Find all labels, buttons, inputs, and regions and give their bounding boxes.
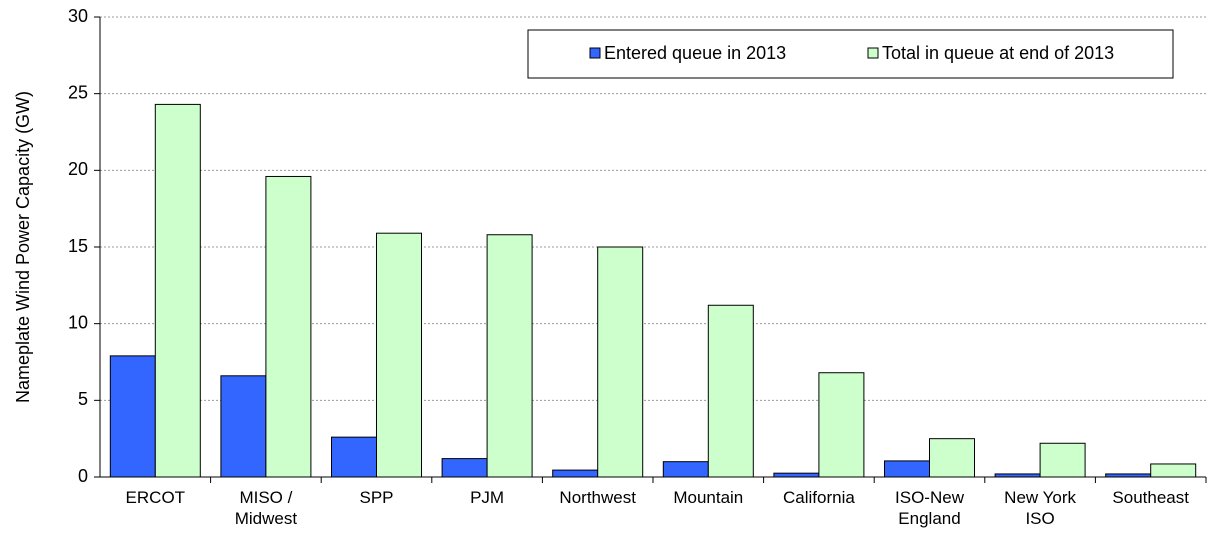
bar bbox=[552, 469, 599, 478]
legend-label: Total in queue at end of 2013 bbox=[882, 43, 1114, 63]
x-tick-label: MISO / Midwest bbox=[234, 488, 298, 528]
bar bbox=[109, 355, 156, 478]
bar bbox=[773, 472, 820, 478]
bar bbox=[376, 232, 422, 478]
y-axis-label: Nameplate Wind Power Capacity (GW) bbox=[13, 91, 33, 403]
x-tick-label: Northwest bbox=[559, 488, 636, 507]
bar bbox=[662, 461, 709, 478]
bar bbox=[818, 372, 865, 478]
bar bbox=[929, 438, 975, 478]
bar bbox=[331, 436, 377, 478]
bar bbox=[441, 458, 488, 478]
legend-swatch bbox=[589, 47, 601, 59]
bar bbox=[597, 246, 644, 478]
x-tick-label: Southeast bbox=[1112, 488, 1189, 507]
y-tick-label: 10 bbox=[68, 312, 88, 332]
bar bbox=[265, 175, 312, 478]
legend-label: Entered queue in 2013 bbox=[604, 43, 786, 63]
bar bbox=[707, 304, 754, 478]
x-tick-label: SPP bbox=[359, 488, 394, 507]
bar bbox=[486, 234, 533, 478]
y-tick-label: 20 bbox=[68, 159, 88, 179]
y-tick-label: 0 bbox=[78, 466, 88, 486]
legend-box bbox=[527, 29, 1174, 79]
y-tick-label: 15 bbox=[68, 236, 88, 256]
bar bbox=[1039, 442, 1086, 478]
bar bbox=[154, 103, 201, 478]
x-tick-label: California bbox=[782, 488, 855, 507]
x-tick-label: ISO-New England bbox=[895, 488, 964, 528]
x-tick-label: Mountain bbox=[673, 488, 744, 507]
y-tick-label: 30 bbox=[68, 6, 88, 26]
x-tick-label: PJM bbox=[470, 488, 505, 507]
x-tick-label: ERCOT bbox=[125, 488, 186, 507]
y-tick-label: 25 bbox=[68, 82, 88, 102]
legend-swatch bbox=[867, 47, 879, 59]
bar bbox=[1150, 463, 1197, 478]
bar bbox=[220, 375, 267, 478]
y-tick-label: 5 bbox=[78, 389, 88, 409]
bar bbox=[884, 460, 930, 478]
x-tick-label: New York ISO bbox=[1004, 488, 1076, 528]
